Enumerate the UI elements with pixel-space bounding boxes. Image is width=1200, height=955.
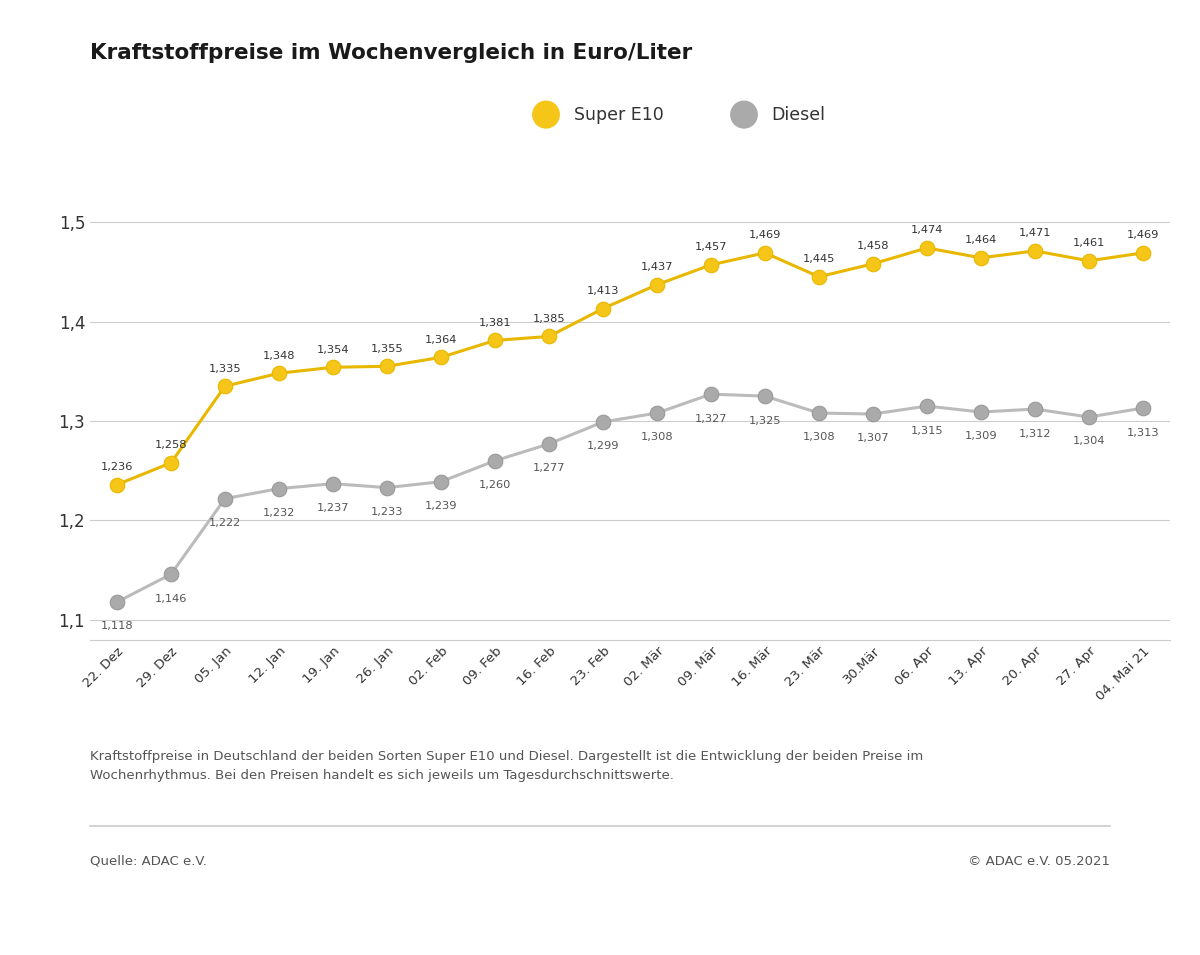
Text: 1,233: 1,233 [371, 507, 403, 517]
Text: 1,385: 1,385 [533, 314, 565, 324]
Point [864, 407, 883, 422]
Text: 1,299: 1,299 [587, 441, 619, 452]
Point [918, 398, 937, 414]
Point [972, 250, 991, 265]
Point [594, 414, 613, 430]
Text: 1,445: 1,445 [803, 254, 835, 265]
Text: 1,237: 1,237 [317, 503, 349, 513]
Text: 1,474: 1,474 [911, 225, 943, 235]
Text: 1,469: 1,469 [1127, 230, 1159, 241]
Point [594, 301, 613, 316]
Text: 1,260: 1,260 [479, 480, 511, 490]
Text: 1,437: 1,437 [641, 263, 673, 272]
Point [108, 478, 127, 493]
Text: 1,364: 1,364 [425, 335, 457, 345]
Text: 1,355: 1,355 [371, 344, 403, 353]
Text: Kraftstoffpreise in Deutschland der beiden Sorten Super E10 und Diesel. Dargeste: Kraftstoffpreise in Deutschland der beid… [90, 750, 923, 763]
Text: 1,308: 1,308 [803, 433, 835, 442]
Point [1025, 244, 1044, 259]
Point [918, 241, 937, 256]
Text: Kraftstoffpreise im Wochenvergleich in Euro/Liter: Kraftstoffpreise im Wochenvergleich in E… [90, 43, 692, 63]
Point [269, 481, 289, 497]
Text: 1,232: 1,232 [263, 508, 295, 518]
Text: © ADAC e.V. 05.2021: © ADAC e.V. 05.2021 [968, 855, 1110, 868]
Point [648, 277, 667, 292]
Point [324, 360, 343, 375]
Point [485, 332, 505, 348]
Point [648, 405, 667, 420]
Point [216, 491, 235, 506]
Text: 1,381: 1,381 [479, 318, 511, 328]
Point [485, 454, 505, 469]
Point [269, 366, 289, 381]
Text: 1,461: 1,461 [1073, 239, 1105, 248]
Point [161, 456, 181, 471]
Text: 1,458: 1,458 [857, 242, 889, 251]
Point [540, 436, 559, 452]
Text: 1,222: 1,222 [209, 518, 241, 528]
Text: Super E10: Super E10 [574, 106, 664, 123]
Text: 1,464: 1,464 [965, 235, 997, 245]
Text: 1,315: 1,315 [911, 426, 943, 435]
Point [1080, 253, 1099, 268]
Text: 1,348: 1,348 [263, 350, 295, 361]
Text: 1,325: 1,325 [749, 415, 781, 426]
Text: 1,354: 1,354 [317, 345, 349, 354]
Text: 1,335: 1,335 [209, 364, 241, 373]
Text: 1,307: 1,307 [857, 434, 889, 443]
Point [1133, 245, 1152, 261]
Point [701, 257, 720, 272]
Point [1080, 410, 1099, 425]
Point [161, 566, 181, 582]
Text: 1,304: 1,304 [1073, 436, 1105, 446]
Point [1025, 401, 1044, 416]
Text: 1,457: 1,457 [695, 243, 727, 252]
Point [432, 350, 451, 365]
Point [432, 474, 451, 489]
Point [701, 387, 720, 402]
Text: Diesel: Diesel [772, 106, 826, 123]
Text: 1,309: 1,309 [965, 432, 997, 441]
Point [377, 480, 396, 496]
Text: 1,471: 1,471 [1019, 228, 1051, 239]
Text: 1,236: 1,236 [101, 462, 133, 472]
Point [216, 378, 235, 393]
Point [809, 269, 828, 285]
Text: 1,258: 1,258 [155, 440, 187, 450]
Text: 1,312: 1,312 [1019, 429, 1051, 438]
Text: 1,118: 1,118 [101, 622, 133, 631]
Text: Quelle: ADAC e.V.: Quelle: ADAC e.V. [90, 855, 206, 868]
Point [108, 594, 127, 609]
Point [540, 329, 559, 344]
Text: 1,327: 1,327 [695, 414, 727, 424]
Text: Wochenrhythmus. Bei den Preisen handelt es sich jeweils um Tagesdurchschnittswer: Wochenrhythmus. Bei den Preisen handelt … [90, 769, 674, 782]
Text: 1,277: 1,277 [533, 463, 565, 474]
Point [864, 256, 883, 271]
Text: 1,308: 1,308 [641, 433, 673, 442]
Point [809, 405, 828, 420]
Point [756, 389, 775, 404]
Text: 1,313: 1,313 [1127, 428, 1159, 437]
Text: 1,469: 1,469 [749, 230, 781, 241]
Point [377, 359, 396, 374]
Point [972, 404, 991, 419]
Text: 1,239: 1,239 [425, 501, 457, 511]
Text: 1,146: 1,146 [155, 594, 187, 604]
Point [324, 476, 343, 491]
Point [1133, 400, 1152, 415]
Point [756, 245, 775, 261]
Text: 1,413: 1,413 [587, 286, 619, 296]
